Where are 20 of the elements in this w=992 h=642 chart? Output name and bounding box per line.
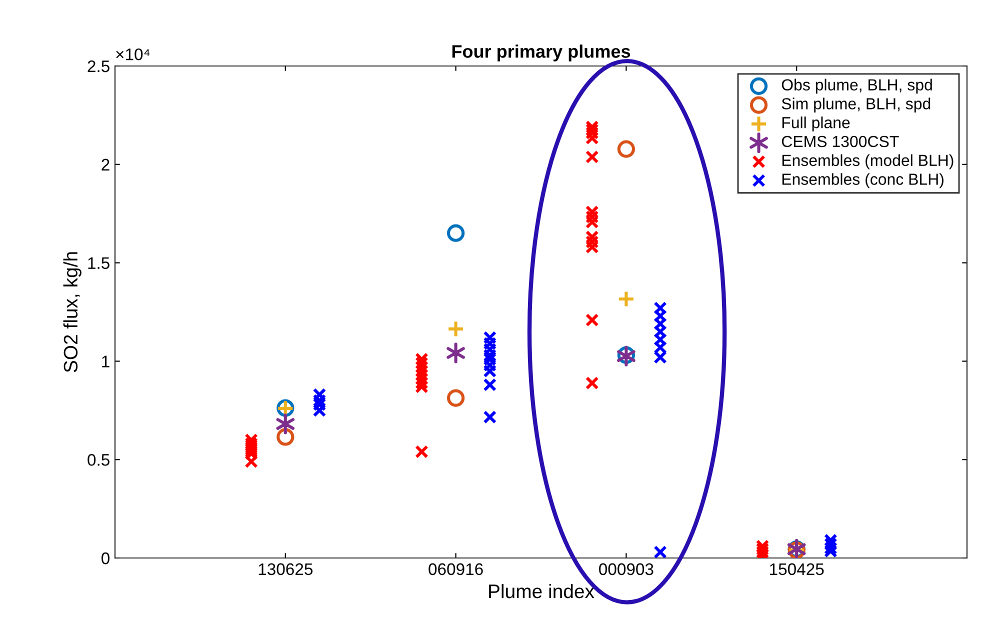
chart-title: Four primary plumes (452, 44, 630, 62)
y-tick-label: 1.5 (88, 257, 110, 270)
legend-label: Ensembles (conc BLH) (782, 173, 944, 188)
x-tick-label: 060916 (428, 563, 483, 576)
legend-label: Obs plume, BLH, spd (782, 78, 932, 94)
y-axis-title: SO2 flux, kg/h (63, 252, 82, 372)
legend-label: Sim plume, BLH, spd (782, 98, 930, 113)
y-tick-label: 1 (102, 356, 110, 368)
y-tick-label: 0.5 (88, 454, 110, 466)
y-tick-label: 2.5 (88, 60, 110, 72)
legend-label: CEMS 1300CST (782, 136, 899, 148)
legend-label: Ensembles (model BLH) (782, 154, 954, 170)
y-tick-label: 0 (102, 552, 110, 564)
x-tick-label: 130625 (258, 563, 313, 576)
x-axis-title: Plume index (489, 584, 594, 598)
x-tick-label: 150425 (770, 563, 824, 576)
legend-label: Full plane (782, 116, 850, 132)
text: ×10⁴ (116, 48, 150, 60)
y-tick-label: 2 (102, 158, 110, 170)
x-tick-label: 000903 (599, 563, 654, 576)
